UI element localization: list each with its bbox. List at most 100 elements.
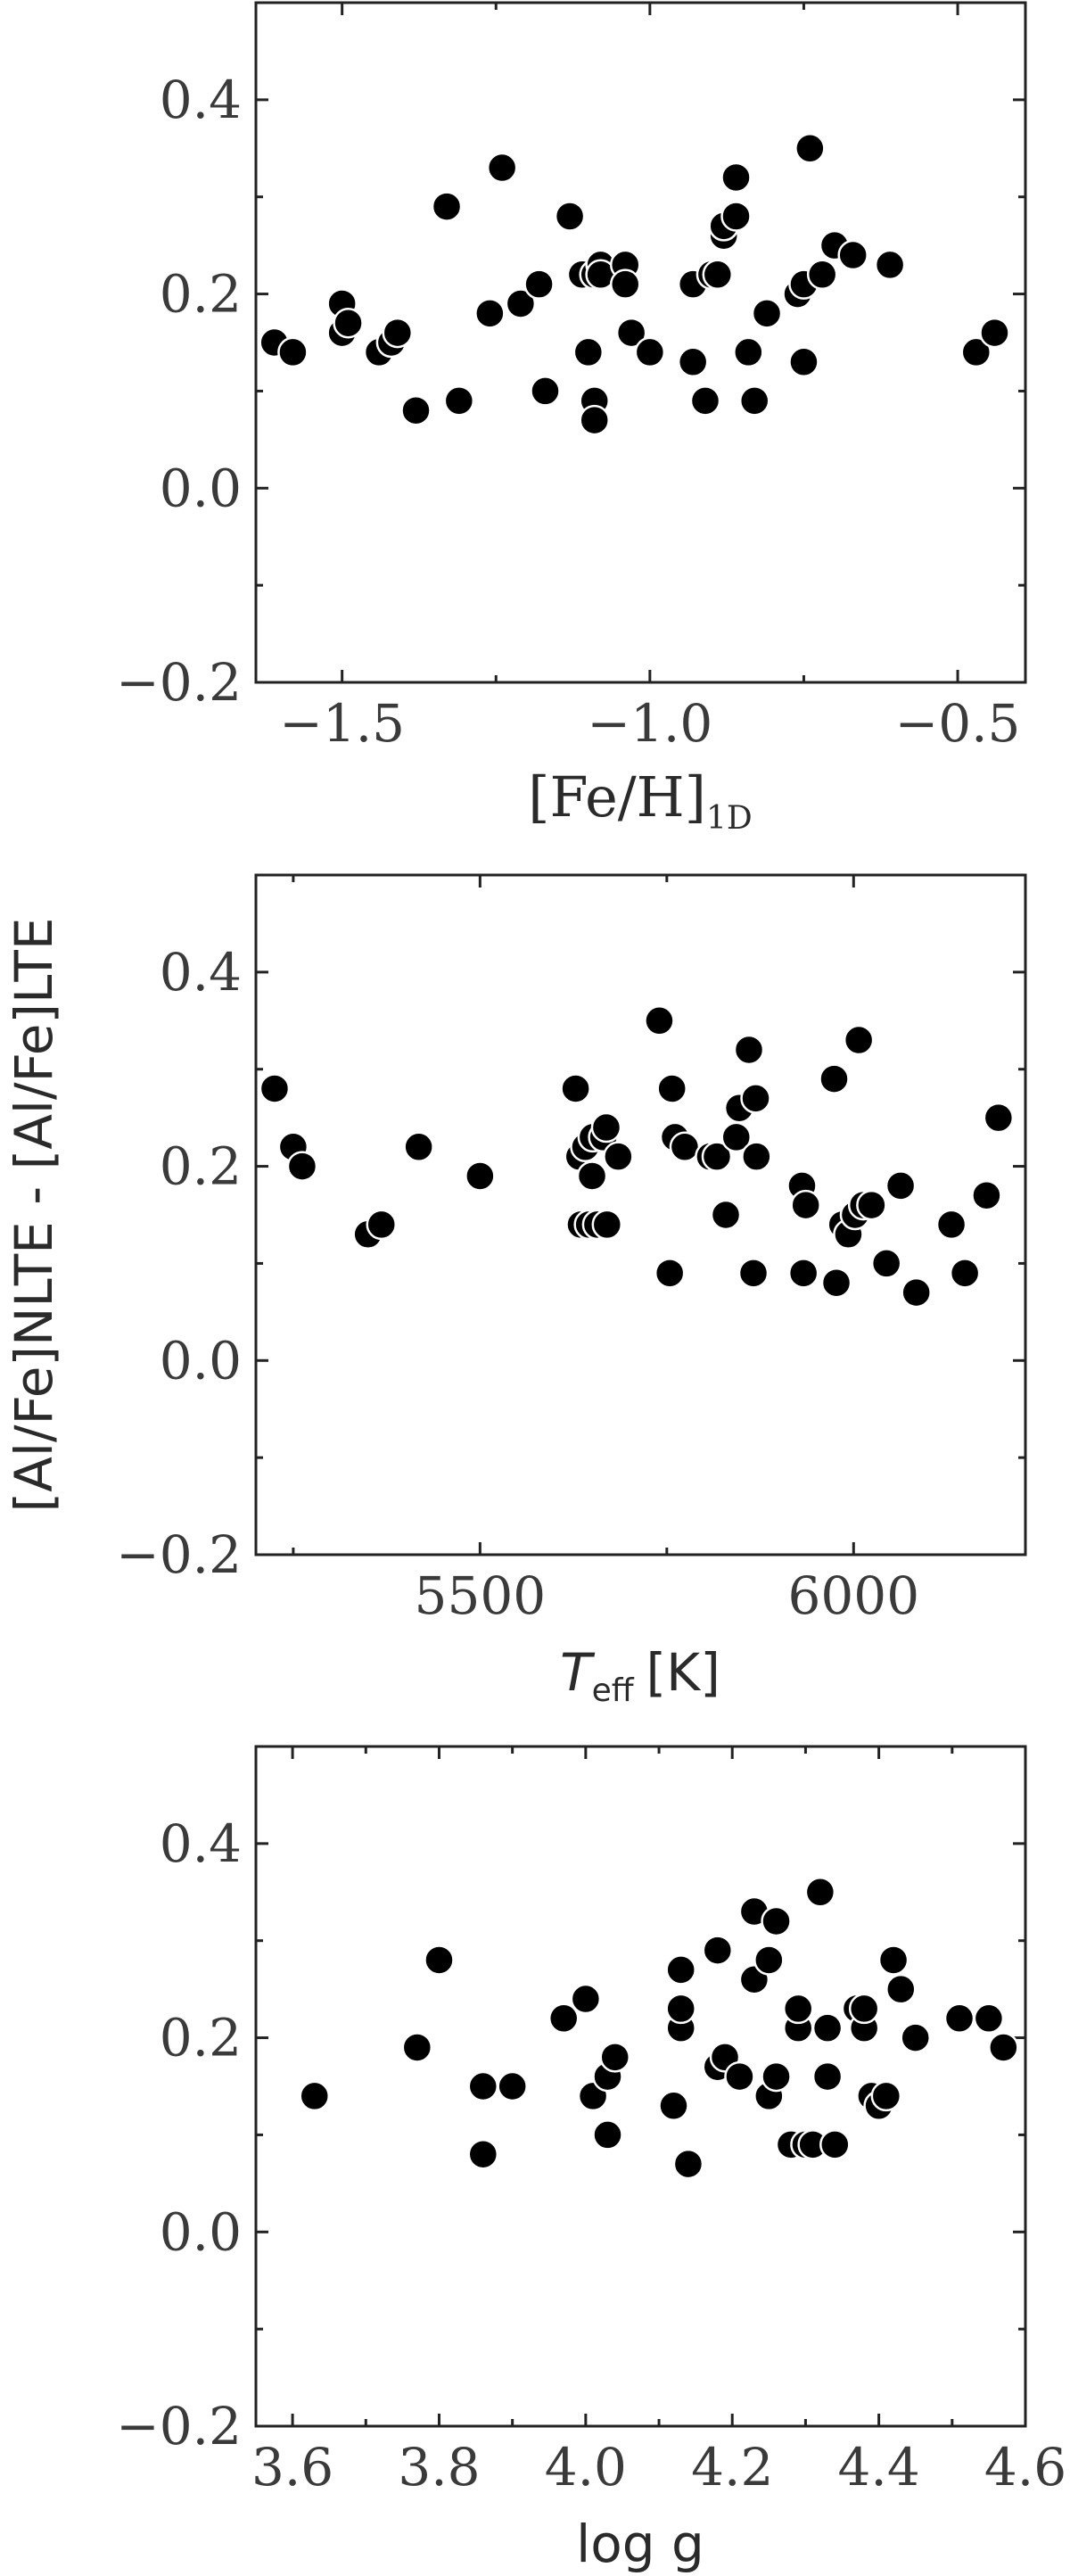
- data-point: [689, 385, 721, 417]
- data-point: [665, 1993, 696, 2025]
- data-point: [644, 1005, 675, 1036]
- data-point: [572, 336, 605, 368]
- data-point: [382, 317, 414, 349]
- y-tick-label: 0.0: [160, 1330, 242, 1391]
- data-point: [665, 1954, 696, 1986]
- x-tick-label: 3.6: [251, 2437, 333, 2498]
- data-point: [634, 336, 666, 368]
- data-point: [870, 1248, 902, 1279]
- data-point: [400, 394, 432, 426]
- x-axis-title-1-main: [Fe/H]: [528, 764, 706, 830]
- data-point: [740, 1083, 771, 1114]
- x-tick-label: 4.4: [837, 2437, 919, 2498]
- data-point: [741, 1141, 772, 1172]
- ticks-3: −0.2 0.0 0.2 0.4 3.6 3.8 4.0 4.2 4.4 4.6: [116, 1746, 1066, 2498]
- data-point: [570, 1983, 602, 2015]
- data-point: [656, 1073, 687, 1104]
- data-point: [333, 307, 364, 339]
- data-point: [901, 1276, 932, 1309]
- data-point: [811, 2012, 844, 2043]
- data-point: [299, 2080, 331, 2112]
- ticks-2: −0.2 0.0 0.2 0.4 5500 6000: [116, 875, 1025, 1626]
- data-point: [259, 1073, 291, 1104]
- data-point: [592, 2119, 623, 2151]
- data-point: [837, 239, 868, 271]
- x-axis-title-3: log g: [576, 2514, 704, 2574]
- data-point: [870, 2080, 902, 2112]
- x-tick-label: 6000: [787, 1565, 919, 1626]
- data-point: [885, 1973, 917, 2005]
- data-point: [677, 346, 709, 378]
- data-point: [465, 1160, 496, 1192]
- data-point: [819, 1063, 850, 1094]
- data-point: [560, 1073, 591, 1104]
- data-point: [943, 2002, 975, 2035]
- data-point: [843, 1024, 875, 1056]
- data-point: [788, 346, 819, 378]
- data-point: [702, 1935, 734, 1966]
- data-point: [401, 2032, 433, 2063]
- data-point: [576, 1160, 608, 1192]
- data-point: [523, 268, 555, 300]
- x-axis-title-2-sub: eff: [592, 1672, 635, 1709]
- data-point: [733, 1034, 765, 1066]
- data-point: [753, 1944, 785, 1976]
- data-point: [724, 2060, 755, 2093]
- data-point: [547, 2002, 580, 2035]
- data-point: [474, 298, 506, 329]
- data-point: [737, 1258, 770, 1289]
- x-axis-title-2-unit: [K]: [646, 1642, 720, 1703]
- data-point: [654, 1258, 686, 1289]
- y-tick-label: −0.2: [116, 2396, 242, 2456]
- data-point: [761, 2060, 792, 2093]
- data-point: [497, 2070, 528, 2102]
- y-tick-label: 0.2: [160, 2008, 242, 2068]
- x-tick-label: −1.0: [587, 693, 712, 754]
- data-point: [403, 1131, 434, 1163]
- data-point: [794, 133, 826, 164]
- y-tick-label: 0.4: [160, 1813, 242, 1874]
- data-point: [790, 1189, 821, 1221]
- plot-frame-1: [254, 1, 1027, 684]
- data-point: [848, 1993, 880, 2025]
- y-tick-label: 0.4: [160, 70, 242, 130]
- data-point: [971, 1179, 1002, 1211]
- x-tick-label: 4.6: [984, 2437, 1066, 2498]
- y-axis-title: [Al/Fe]NLTE - [Al/Fe]LTE: [4, 918, 64, 1513]
- y-tick-label: −0.2: [116, 652, 242, 713]
- y-tick-label: 0.4: [160, 942, 242, 1003]
- data-point: [702, 259, 734, 291]
- x-axis-title-2-main: T: [560, 1642, 596, 1703]
- data-point: [424, 1944, 455, 1976]
- data-point: [658, 2090, 689, 2122]
- data-point: [787, 1258, 819, 1289]
- data-point: [443, 385, 475, 417]
- data-point: [806, 259, 838, 291]
- data-point: [701, 1141, 733, 1172]
- data-point: [874, 249, 906, 281]
- x-axis-title-2: Teff [K]: [560, 1642, 720, 1709]
- y-tick-label: 0.2: [160, 264, 242, 325]
- data-point: [877, 1944, 910, 1976]
- data-point: [804, 1877, 836, 1908]
- data-point: [505, 288, 537, 319]
- data-point: [467, 2070, 499, 2102]
- data-point: [733, 336, 764, 368]
- y-tick-label: 0.0: [160, 2201, 242, 2262]
- data-point: [579, 404, 610, 436]
- points-3: [299, 1877, 1019, 2180]
- x-tick-label: −0.5: [895, 693, 1021, 754]
- x-axis-title-1-sub: 1D: [706, 800, 753, 837]
- data-point: [720, 161, 752, 194]
- data-point: [669, 1131, 701, 1163]
- data-point: [738, 385, 770, 417]
- data-point: [900, 2022, 931, 2053]
- plot-frame-2: [254, 873, 1027, 1556]
- data-point: [277, 336, 309, 368]
- panel-logg: −0.2 0.0 0.2 0.4 3.6 3.8 4.0 4.2 4.4 4.6 log g: [116, 1745, 1066, 2574]
- ticks-1: −0.2 0.0 0.2 0.4 −1.5 −1.0 −0.5: [116, 3, 1025, 754]
- data-point: [366, 1209, 398, 1241]
- panel-metallicity: −0.2 0.0 0.2 0.4 −1.5 −1.0 −0.5 [Fe/H]1D: [116, 1, 1027, 837]
- data-point: [983, 1102, 1015, 1134]
